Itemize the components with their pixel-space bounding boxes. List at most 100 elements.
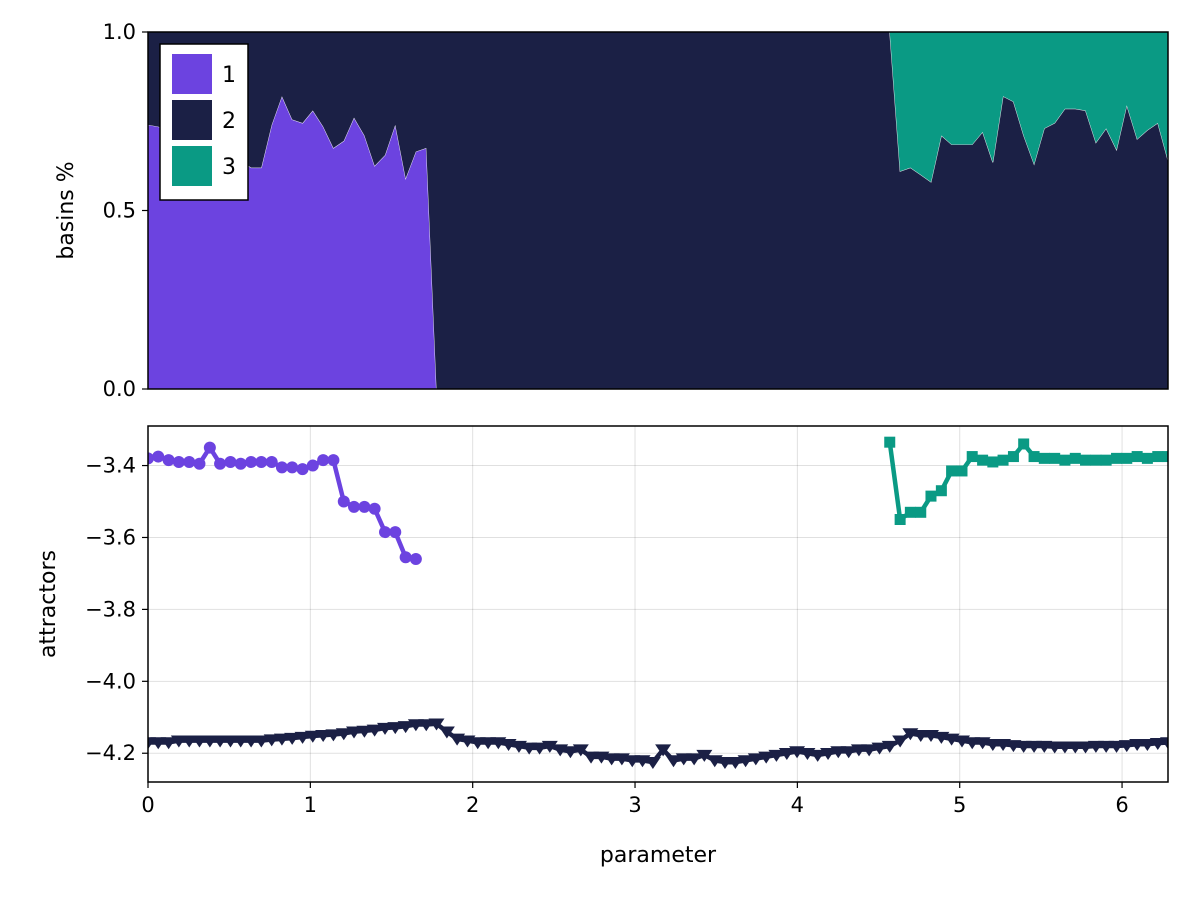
attractor-point-2 — [758, 751, 775, 764]
attractor-point-2 — [1139, 739, 1156, 752]
attractor-point-3 — [977, 454, 989, 466]
attractors-background — [148, 426, 1168, 782]
legend-swatch-2 — [172, 100, 212, 140]
attractor-point-2 — [768, 749, 785, 762]
attractor-point-3 — [915, 506, 927, 518]
attractor-point-3 — [904, 506, 916, 518]
attractor-point-3 — [1028, 451, 1040, 463]
attractor-point-1 — [296, 463, 309, 476]
x-tick-label: 4 — [791, 793, 804, 817]
x-tick-label: 2 — [466, 793, 479, 817]
attractor-point-2 — [294, 731, 311, 744]
attractor-point-2 — [686, 753, 703, 766]
attractor-point-3 — [1059, 454, 1071, 466]
basin-boundary-2 — [148, 32, 1168, 183]
attractor-point-2 — [655, 744, 672, 757]
attractor-point-3 — [1100, 454, 1112, 466]
attractor-point-2 — [469, 737, 486, 750]
attractor-point-2 — [1067, 741, 1084, 754]
attractor-point-3 — [1038, 452, 1050, 464]
attractor-point-1 — [275, 461, 288, 474]
attractor-point-2 — [624, 755, 641, 768]
attractor-point-2 — [912, 730, 929, 743]
attractors-y-axis-label: attractors — [36, 550, 61, 658]
attractor-point-1 — [317, 454, 330, 467]
attractor-point-2 — [984, 739, 1001, 752]
attractor-point-2 — [181, 735, 198, 748]
attractor-point-3 — [1141, 452, 1153, 464]
attractor-point-2 — [665, 755, 682, 768]
attractor-point-2 — [160, 737, 177, 750]
attractor-point-2 — [1077, 741, 1094, 754]
attractor-point-2 — [716, 757, 733, 770]
attractor-point-2 — [892, 735, 909, 748]
attractor-point-2 — [696, 749, 713, 762]
attractor-point-2 — [727, 757, 744, 770]
attractors-y-tick-label: −3.8 — [85, 597, 136, 621]
attractor-point-2 — [1015, 740, 1032, 753]
attractor-point-3 — [1069, 452, 1081, 464]
attractor-point-2 — [1026, 740, 1043, 753]
attractor-point-1 — [348, 500, 361, 513]
attractor-point-1 — [358, 500, 371, 513]
attractor-point-2 — [1129, 739, 1146, 752]
attractor-point-3 — [946, 465, 958, 477]
attractor-point-2 — [315, 730, 332, 743]
basins-y-axis-label: basins % — [54, 161, 79, 259]
attractor-point-3 — [1162, 451, 1168, 463]
attractor-point-3 — [1121, 452, 1133, 464]
attractor-point-2 — [562, 746, 579, 759]
attractor-point-2 — [418, 719, 435, 732]
attractor-point-2 — [675, 753, 692, 766]
legend-label-3: 3 — [222, 155, 236, 180]
attractor-point-2 — [644, 757, 661, 770]
attractor-series-2 — [148, 718, 1168, 770]
basins-y-tick-label: 1.0 — [103, 20, 136, 44]
attractor-point-2 — [356, 725, 373, 738]
attractors-frame — [147, 425, 1169, 783]
x-tick-label: 1 — [304, 793, 317, 817]
attractor-point-1 — [389, 526, 402, 539]
attractor-point-2 — [1056, 741, 1073, 754]
attractor-point-1 — [255, 455, 268, 468]
attractor-point-1 — [245, 455, 258, 468]
attractor-point-3 — [987, 456, 999, 468]
attractor-point-1 — [224, 455, 237, 468]
attractors-y-tick-label: −4.0 — [85, 669, 136, 693]
attractor-point-2 — [1118, 740, 1135, 753]
legend-label-1: 1 — [222, 63, 236, 88]
attractor-point-2 — [778, 748, 795, 761]
attractor-point-1 — [265, 455, 278, 468]
attractor-point-1 — [409, 553, 422, 566]
legend-label-2: 2 — [222, 109, 236, 134]
basins-y-tick-label: 0.0 — [103, 377, 136, 401]
attractor-point-1 — [172, 455, 185, 468]
attractor-point-1 — [379, 526, 392, 539]
attractor-point-2 — [541, 740, 558, 753]
attractor-point-3 — [884, 436, 896, 448]
attractor-point-2 — [871, 742, 888, 755]
attractor-point-2 — [809, 749, 826, 762]
attractor-point-2 — [428, 718, 445, 731]
basins-y-tick-label: 0.5 — [103, 199, 136, 223]
attractor-series-3 — [884, 436, 1168, 525]
attractor-point-2 — [1160, 737, 1168, 750]
attractor-point-2 — [397, 721, 414, 734]
area-layer — [148, 32, 1168, 389]
attractor-point-2 — [1108, 740, 1125, 753]
attractor-point-2 — [531, 742, 548, 755]
attractor-point-2 — [438, 726, 455, 739]
attractor-series-1 — [148, 441, 422, 566]
attractor-point-3 — [935, 485, 947, 497]
attractors-y-tick-label: −3.4 — [85, 454, 136, 478]
attractor-point-3 — [1111, 452, 1123, 464]
attractor-point-2 — [840, 746, 857, 759]
attractor-point-1 — [399, 551, 412, 564]
attractor-point-2 — [243, 735, 260, 748]
legend-swatch-1 — [172, 54, 212, 94]
attractor-point-2 — [480, 737, 497, 750]
attractor-point-2 — [1046, 741, 1063, 754]
attractor-point-1 — [286, 461, 299, 474]
attractors-y-tick-label: −4.2 — [85, 741, 136, 765]
